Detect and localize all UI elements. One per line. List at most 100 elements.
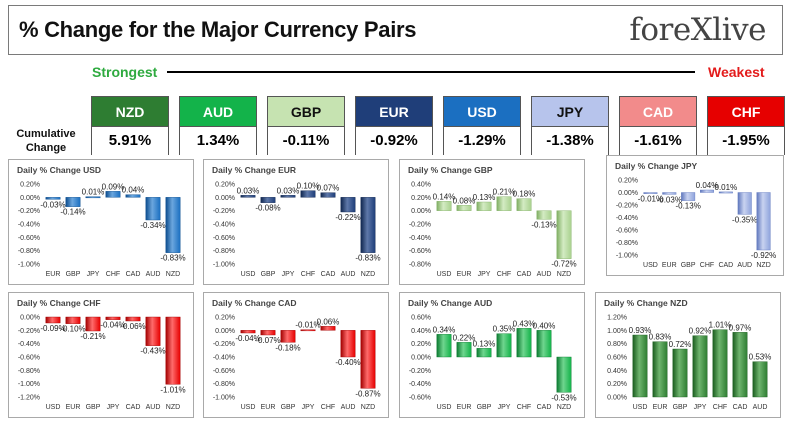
bar-eur (260, 330, 276, 336)
data-label: -0.83% (355, 254, 380, 263)
category-label: EUR (261, 404, 276, 411)
category-label: NZD (166, 271, 180, 278)
data-label: -0.92% (751, 251, 776, 260)
bar-nzd (360, 330, 376, 389)
y-tick-label: -0.40% (616, 215, 638, 222)
y-tick-label: -1.00% (213, 262, 235, 269)
data-label: -0.87% (355, 389, 380, 398)
currency-box-aud: AUD 1.34% (179, 96, 257, 155)
daily-change-chart-gbp: Daily % Change GBP 0.40% 0.20% 0.00% -0.20% -… (399, 159, 585, 285)
bar-aud (737, 192, 752, 215)
chart-svg: Daily % Change EUR 0.20% 0.00% -0.20% -0.40%… (212, 165, 381, 278)
data-label: -0.34% (140, 221, 165, 230)
bar-jpy (85, 196, 101, 199)
bar-eur (456, 205, 472, 211)
data-label: -1.01% (160, 385, 185, 394)
category-label: JPY (107, 404, 120, 411)
y-tick-label: 0.00% (20, 315, 40, 322)
category-label: JPY (302, 404, 315, 411)
daily-change-chart-cad: Daily % Change CAD 0.20% 0.00% -0.20% -0.40%… (203, 292, 389, 418)
y-tick-label: 0.60% (411, 315, 431, 322)
bar-chf (320, 326, 336, 331)
y-tick-label: 0.80% (607, 341, 627, 348)
data-label: 0.06% (317, 317, 340, 326)
category-label: NZD (756, 262, 770, 269)
category-label: AUD (737, 262, 752, 269)
category-label: EUR (46, 271, 61, 278)
y-tick-label: -1.20% (18, 395, 40, 402)
data-label: 0.04% (122, 186, 145, 195)
category-label: JPY (282, 271, 295, 278)
category-label: EUR (662, 262, 677, 269)
forexlive-logo: foreXlive (629, 12, 766, 48)
cumulative-change-value: -0.11% (268, 127, 344, 155)
chart-title: Daily % Change CAD (212, 298, 297, 308)
data-label: 0.04% (696, 181, 719, 190)
strongest-label: Strongest (92, 64, 158, 80)
bar-nzd (165, 197, 181, 253)
currency-box-usd: USD -1.29% (443, 96, 521, 155)
category-label: EUR (457, 404, 472, 411)
bar-aud (536, 210, 552, 220)
chart-svg: Daily % Change GBP 0.40% 0.20% 0.00% -0.20% -… (408, 165, 577, 278)
bar-gbp (280, 330, 296, 343)
data-label: -0.22% (335, 213, 360, 222)
category-label: USD (633, 404, 648, 411)
currency-name: CAD (620, 97, 696, 127)
bar-usd (45, 316, 61, 324)
daily-change-chart-eur: Daily % Change EUR 0.20% 0.00% -0.20% -0.40%… (203, 159, 389, 285)
strength-scale-line (167, 71, 695, 73)
daily-change-chart-jpy: Daily % Change JPY 0.20% 0.00% -0.20% -0.40%… (606, 155, 784, 276)
currency-name: JPY (532, 97, 608, 127)
data-label: -0.04% (100, 321, 125, 330)
chart-svg: Daily % Change CAD 0.20% 0.00% -0.20% -0.40%… (212, 298, 381, 411)
bar-cad (516, 198, 532, 211)
data-label: -0.03% (657, 195, 682, 204)
bar-gbp (681, 192, 696, 201)
data-label: -0.13% (531, 220, 556, 229)
bar-jpy (280, 195, 296, 198)
y-tick-label: -0.20% (409, 222, 431, 229)
currency-box-cad: CAD -1.61% (619, 96, 697, 155)
y-tick-label: 0.00% (618, 190, 638, 197)
y-tick-label: -0.20% (409, 368, 431, 375)
data-label: -0.07% (255, 336, 280, 345)
bar-eur (662, 192, 677, 195)
currency-box-chf: CHF -1.95% (707, 96, 785, 155)
data-label: 0.01% (715, 183, 738, 192)
bar-jpy (105, 316, 121, 320)
bar-jpy (496, 333, 512, 358)
y-tick-label: 0.20% (411, 195, 431, 202)
y-tick-label: -0.80% (18, 248, 40, 255)
currency-name: AUD (180, 97, 256, 127)
category-label: AUD (341, 404, 356, 411)
data-label: -0.06% (120, 322, 145, 331)
y-tick-label: -0.40% (213, 222, 235, 229)
data-label: 0.01% (82, 188, 105, 197)
data-label: 0.35% (493, 325, 516, 334)
category-label: CAD (321, 271, 336, 278)
y-tick-label: 1.20% (607, 315, 627, 322)
chart-svg: Daily % Change USD 0.20% 0.00% -0.20% -0.40%… (17, 165, 186, 278)
chart-svg: Daily % Change JPY 0.20% 0.00% -0.20% -0.40%… (615, 161, 776, 269)
cumulative-change-value: 1.34% (180, 127, 256, 155)
logo-text-right: live (712, 12, 766, 48)
category-label: GBP (281, 404, 296, 411)
bar-jpy (476, 201, 492, 211)
data-label: 0.10% (297, 182, 320, 191)
category-label: AUD (537, 271, 552, 278)
y-tick-label: 0.00% (607, 395, 627, 402)
weakest-label: Weakest (708, 64, 765, 80)
category-label: NZD (557, 271, 571, 278)
bar-usd (436, 334, 452, 358)
y-tick-label: 0.00% (411, 208, 431, 215)
data-label: -0.21% (80, 332, 105, 341)
data-label: 0.83% (649, 333, 672, 342)
cumulative-change-value: -1.38% (532, 127, 608, 155)
category-label: CHF (700, 262, 714, 269)
cumulative-change-value: -1.95% (708, 127, 784, 155)
category-label: CHF (301, 271, 315, 278)
category-label: AUD (146, 271, 161, 278)
category-label: GBP (681, 262, 696, 269)
category-label: NZD (557, 404, 571, 411)
